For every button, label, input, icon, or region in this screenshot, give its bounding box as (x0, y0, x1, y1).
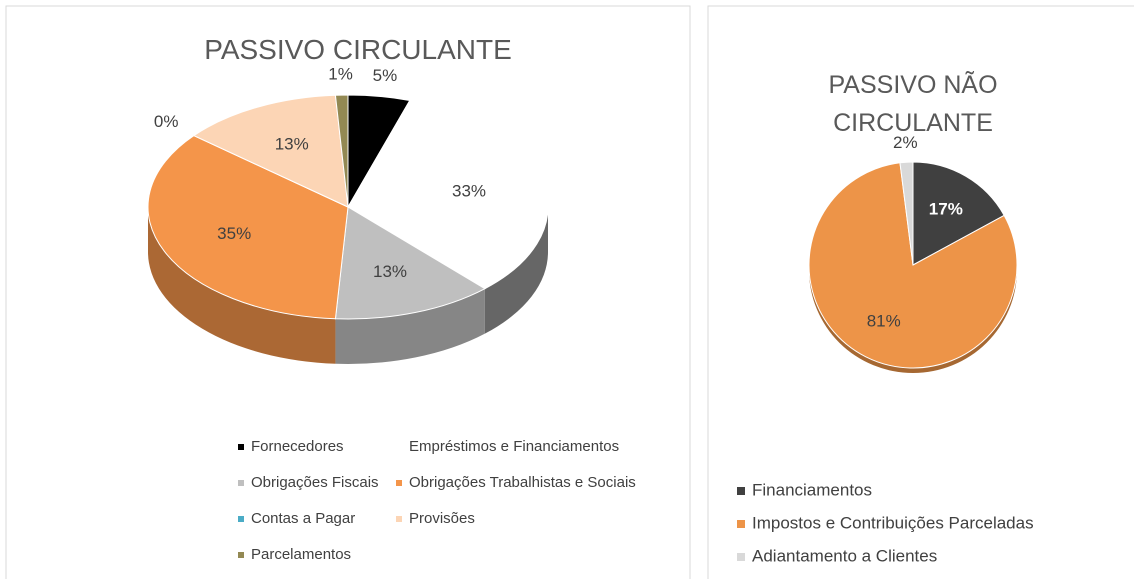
legend-swatch (238, 516, 244, 522)
data-label: 81% (867, 311, 901, 330)
legend-swatch (238, 552, 244, 558)
slice (192, 94, 349, 208)
legend-swatch (737, 520, 745, 528)
slice (912, 161, 1005, 266)
legend-swatch (238, 444, 244, 450)
legend-label: Impostos e Contribuições Parceladas (752, 513, 1034, 532)
legend-swatch (396, 516, 402, 522)
slice (899, 161, 914, 266)
legend-label: Adiantamento a Clientes (752, 546, 937, 565)
slice (347, 99, 549, 290)
legend-swatch (737, 553, 745, 561)
slice (334, 206, 486, 320)
legend-label: Contas a Pagar (251, 510, 355, 527)
legend-label: Financiamentos (752, 480, 872, 499)
legend-swatch (396, 444, 402, 450)
panel-border (5, 5, 691, 579)
chart-title: PASSIVO NÃO CIRCULANTE (828, 71, 998, 137)
data-label: 13% (275, 135, 309, 154)
data-label: 2% (893, 133, 918, 152)
legend-swatch (238, 480, 244, 486)
legend-label: Provisões (409, 510, 475, 527)
legend-label: Obrigações Fiscais (251, 474, 379, 491)
data-label: 1% (328, 64, 353, 83)
data-label: 5% (373, 66, 398, 85)
data-label: 13% (373, 262, 407, 281)
legend-label: Obrigações Trabalhistas e Sociais (409, 474, 636, 491)
slice-side (148, 207, 336, 364)
slice (808, 162, 1018, 369)
data-label: 17% (929, 200, 963, 219)
chart-title: PASSIVO CIRCULANTE (204, 34, 512, 65)
slice-side (335, 288, 485, 364)
slice-side (484, 207, 548, 334)
legend-label: Fornecedores (251, 438, 344, 455)
data-label: 0% (154, 112, 179, 131)
legend-swatch (396, 480, 402, 486)
data-label: 35% (217, 224, 251, 243)
slice (334, 94, 349, 208)
legend-label: Parcelamentos (251, 546, 351, 563)
legend-swatch (737, 487, 745, 495)
slice (147, 135, 349, 320)
panel-border (707, 5, 1134, 579)
data-label: 33% (452, 181, 486, 200)
legend-label: Empréstimos e Financiamentos (409, 438, 619, 455)
